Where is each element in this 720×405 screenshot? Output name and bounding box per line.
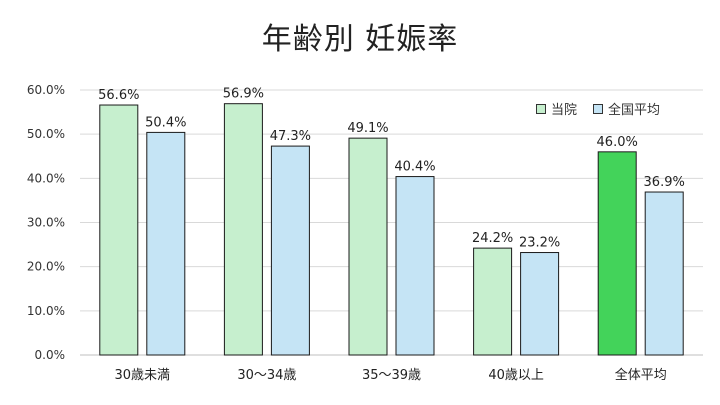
y-tick-label: 50.0% xyxy=(27,127,65,141)
legend-label-series-1: 当院 xyxy=(551,103,578,118)
data-label: 56.9% xyxy=(223,87,264,102)
legend: 当院 全国平均 xyxy=(536,99,676,118)
legend-swatch-series-2 xyxy=(593,103,604,114)
bar-series-2 xyxy=(395,176,435,356)
bar-series-2 xyxy=(644,191,684,356)
data-label: 36.9% xyxy=(644,175,685,190)
legend-item-series-2: 全国平均 xyxy=(593,99,660,118)
y-tick-label: 0.0% xyxy=(35,348,66,362)
x-tick-label: 30～34歳 xyxy=(237,368,296,383)
data-label: 56.6% xyxy=(98,88,139,103)
bar-series-2 xyxy=(146,131,186,356)
chart-title: 年齢別 妊娠率 xyxy=(261,22,459,57)
data-label: 40.4% xyxy=(394,160,435,175)
legend-swatch-series-1 xyxy=(536,103,546,114)
bar-series-1 xyxy=(473,247,513,356)
y-tick-label: 10.0% xyxy=(27,304,65,318)
legend-label-series-2: 全国平均 xyxy=(608,103,661,118)
y-tick-label: 20.0% xyxy=(27,260,65,274)
data-label: 24.2% xyxy=(472,231,513,246)
bar-series-2 xyxy=(270,145,310,356)
x-tick-label: 全体平均 xyxy=(615,367,667,383)
bar-series-1 xyxy=(348,137,388,356)
x-tick-label: 35～39歳 xyxy=(362,368,421,383)
bar-series-2 xyxy=(520,252,560,356)
bar-series-1 xyxy=(223,103,263,356)
data-label: 47.3% xyxy=(270,129,311,144)
legend-item-series-1: 当院 xyxy=(536,99,577,118)
data-label: 46.0% xyxy=(597,135,638,150)
bar-series-1 xyxy=(597,151,637,356)
y-tick-label: 40.0% xyxy=(27,171,65,185)
x-tick-label: 40歳以上 xyxy=(488,368,544,383)
data-label: 50.4% xyxy=(145,115,186,130)
y-tick-label: 30.0% xyxy=(27,216,65,230)
y-tick-label: 60.0% xyxy=(27,83,65,97)
bar-series-1 xyxy=(99,104,139,356)
x-tick-label: 30歳未満 xyxy=(115,368,171,383)
data-label: 23.2% xyxy=(519,236,560,251)
data-label: 49.1% xyxy=(347,121,388,136)
